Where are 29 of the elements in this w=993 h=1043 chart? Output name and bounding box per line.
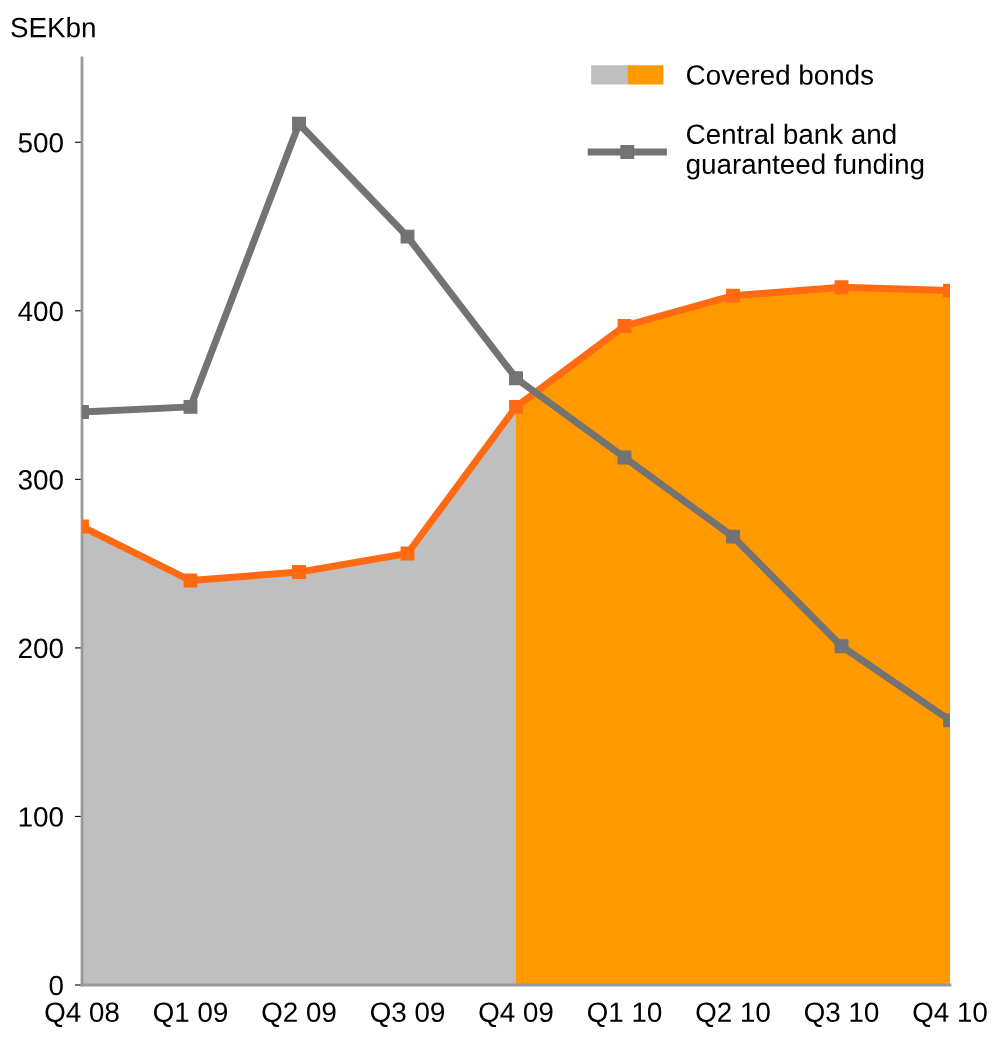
x-tick-label: Q2 10 [696, 1002, 770, 1028]
point [509, 399, 523, 414]
point [726, 288, 740, 303]
x-tick-label: Q1 10 [587, 1002, 662, 1028]
legend-label: Central bank and guaranteed funding [686, 123, 924, 180]
x-tick-label: Q2 09 [262, 1002, 336, 1028]
y-tick-label: 0 [49, 975, 63, 996]
y-tick-label: 200 [19, 638, 63, 659]
point [183, 399, 198, 414]
point [509, 371, 523, 386]
y-tick-label: 400 [18, 301, 63, 322]
point [834, 639, 849, 654]
y-tick-label: 500 [18, 132, 63, 153]
point [617, 319, 632, 333]
x-tick-label: Q4 10 [913, 1002, 987, 1028]
x-tick-label: Q3 09 [370, 1002, 445, 1028]
x-tick-label: Q4 09 [479, 1002, 553, 1028]
y-tick-label: 300 [18, 470, 63, 490]
point [292, 565, 306, 580]
point [726, 529, 740, 544]
point [834, 280, 849, 295]
y-axis-title: SEKbn [11, 17, 95, 38]
x-tick-label: Q3 10 [804, 1002, 879, 1028]
point [292, 116, 306, 131]
legend-label: Covered bonds [687, 64, 874, 85]
x-tick-label: Q1 09 [153, 1002, 228, 1028]
point [400, 229, 415, 244]
y-tick-label: 100 [19, 807, 63, 827]
x-tick-label: Q4 08 [45, 1002, 119, 1028]
